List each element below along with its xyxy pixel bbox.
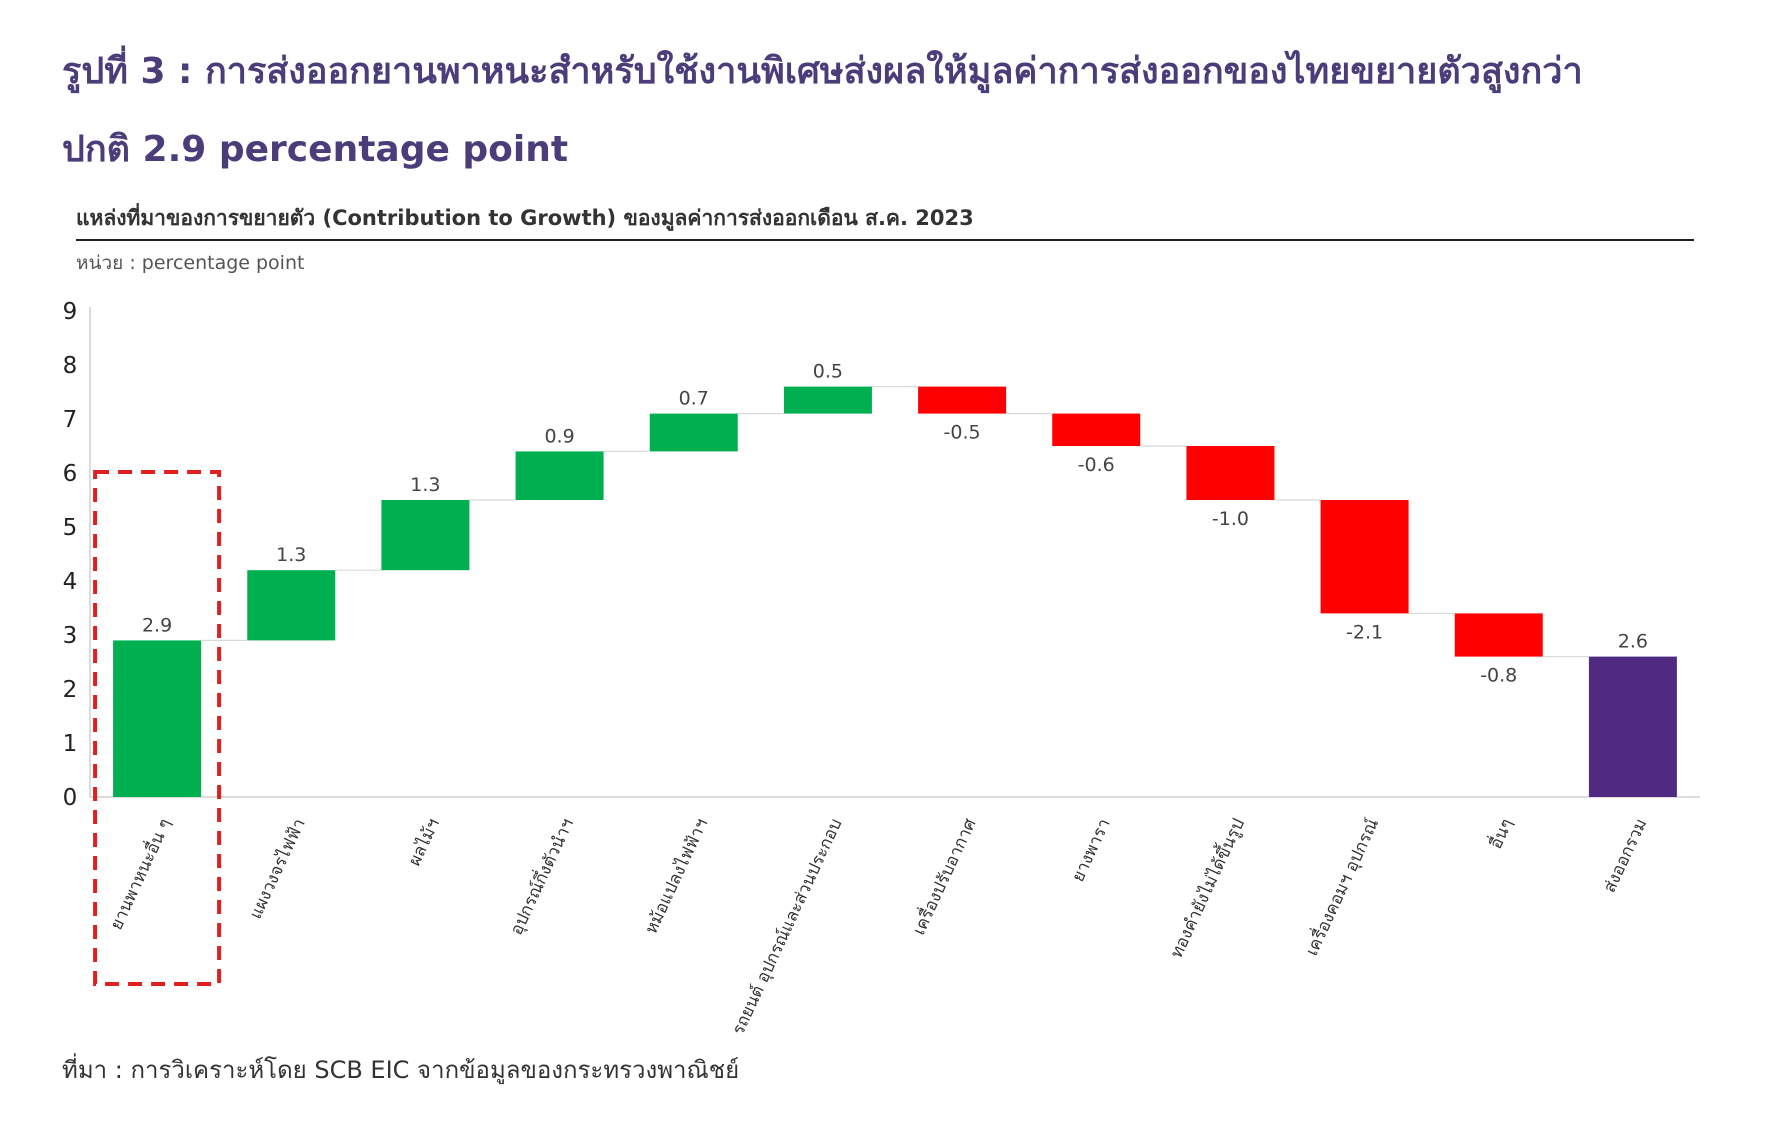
bar [381, 500, 470, 571]
value-label: 1.3 [410, 474, 440, 496]
bar [649, 413, 738, 452]
category-label: อื่นๆ [1483, 814, 1517, 852]
subtitle-divider [76, 239, 1694, 241]
bar [1320, 500, 1409, 614]
waterfall-chart: 0 1 2 3 4 5 6 7 8 9 2.9 1.3 1.3 0.9 0.7 0.5 -0.5 -0.6 -1.… [63, 299, 1700, 1038]
figure-title-line-1: รูปที่ 3 : การส่งออกยานพาหนะสำหรับใช้งาน… [62, 51, 1583, 92]
value-label: 1.3 [276, 544, 306, 566]
category-label: ส่งออกรวม [1600, 816, 1652, 896]
category-label: ทองคำยังไม่ได้ขึ้นรูป [1164, 814, 1249, 961]
y-tick-label: 9 [63, 299, 78, 325]
value-label: -2.1 [1346, 621, 1383, 643]
y-tick-label: 7 [63, 407, 78, 433]
category-label: เครื่องคอมฯ อุปกรณ์ [1299, 814, 1383, 959]
category-label: หม้อแปลงไฟฟ้าฯ [641, 815, 713, 937]
bar [1186, 446, 1275, 500]
value-label: 2.9 [142, 614, 172, 636]
value-label: -0.6 [1078, 454, 1115, 476]
value-label: 0.7 [679, 388, 709, 410]
unit-label: หน่วย : percentage point [76, 252, 305, 274]
value-label: 0.5 [813, 361, 843, 383]
source-note: ที่มา : การวิเคราะห์โดย SCB EIC จากข้อมู… [62, 1056, 740, 1084]
bar [1052, 413, 1141, 446]
bar [247, 570, 336, 641]
bar [113, 640, 202, 797]
y-tick-label: 1 [63, 731, 78, 757]
y-axis: 0 1 2 3 4 5 6 7 8 9 [63, 299, 1700, 811]
value-label: -1.0 [1212, 508, 1249, 530]
value-label: 0.9 [544, 425, 574, 447]
category-label: แผงวงจรไฟฟ้า [245, 815, 310, 922]
bar [1454, 613, 1543, 657]
bars [113, 386, 1677, 797]
category-label: ยางพารา [1068, 816, 1115, 885]
bar [918, 386, 1007, 414]
y-tick-label: 4 [63, 569, 78, 595]
category-label: รถยนต์ อุปกรณ์และส่วนประกอบ [729, 816, 847, 1038]
value-label: -0.8 [1480, 665, 1517, 687]
connectors [201, 386, 1589, 658]
value-label: 2.6 [1618, 631, 1648, 653]
value-labels: 2.9 1.3 1.3 0.9 0.7 0.5 -0.5 -0.6 -1.0 -2.1 -0.8 2.… [142, 361, 1648, 687]
figure-title-line-2: ปกติ 2.9 percentage point [62, 129, 569, 170]
y-tick-label: 5 [63, 515, 78, 541]
chart-subtitle: แหล่งที่มาของการขยายตัว (Contribution to… [76, 206, 974, 230]
bar [515, 451, 604, 500]
bar [1588, 656, 1677, 797]
category-label: เครื่องปรับอากาศ [907, 814, 981, 938]
y-tick-label: 0 [63, 785, 78, 811]
value-label: -0.5 [944, 422, 981, 444]
category-label: อุปกรณ์กึ่งตัวนำฯ [504, 814, 578, 938]
category-label: ผลไม้ฯ [404, 815, 444, 869]
y-tick-label: 8 [63, 353, 78, 379]
y-tick-label: 6 [63, 461, 78, 487]
y-tick-label: 2 [63, 677, 78, 703]
category-labels: ยานพาหนะอื่น ๆ แผงวงจรไฟฟ้า ผลไม้ฯ อุปกรณ์ก… [104, 814, 1651, 1038]
highlight-overlay [93, 470, 222, 986]
category-label: ยานพาหนะอื่น ๆ [104, 814, 176, 933]
highlight-box [93, 470, 222, 986]
y-tick-label: 3 [63, 623, 78, 649]
bar [783, 386, 872, 414]
